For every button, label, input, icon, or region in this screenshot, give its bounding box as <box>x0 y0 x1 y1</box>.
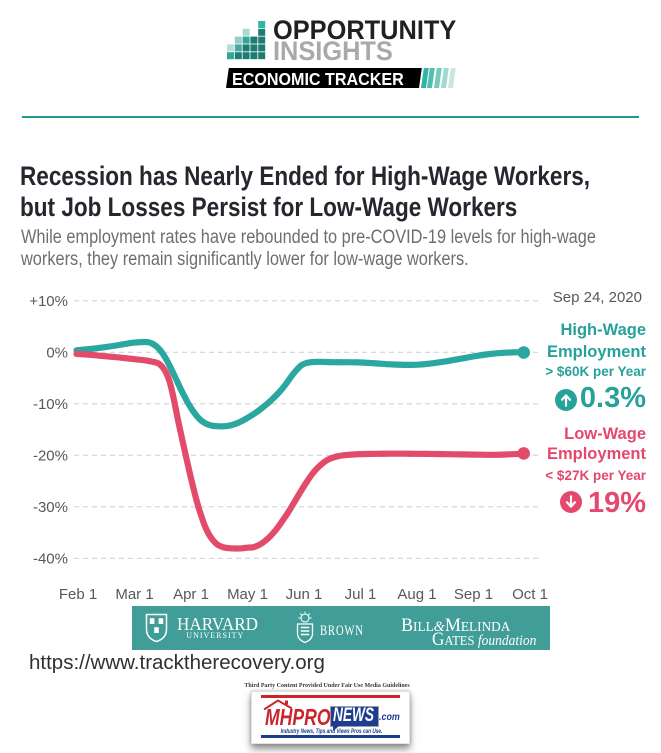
svg-text:Apr 1: Apr 1 <box>173 586 209 603</box>
svg-text:Sep 1: Sep 1 <box>454 586 493 603</box>
svg-text:0%: 0% <box>46 345 68 362</box>
svg-text:-40%: -40% <box>33 551 68 568</box>
svg-text:-30%: -30% <box>33 499 68 516</box>
svg-text:Mar 1: Mar 1 <box>115 586 153 603</box>
svg-text:-20%: -20% <box>33 448 68 465</box>
svg-text:Aug 1: Aug 1 <box>397 586 436 603</box>
svg-text:-10%: -10% <box>33 396 68 413</box>
svg-text:Jul 1: Jul 1 <box>345 586 377 603</box>
svg-text:Jun 1: Jun 1 <box>286 586 323 603</box>
svg-text:May 1: May 1 <box>227 586 268 603</box>
svg-text:Feb 1: Feb 1 <box>59 586 97 603</box>
svg-text:+10%: +10% <box>29 293 68 310</box>
svg-text:Oct 1: Oct 1 <box>512 586 548 603</box>
